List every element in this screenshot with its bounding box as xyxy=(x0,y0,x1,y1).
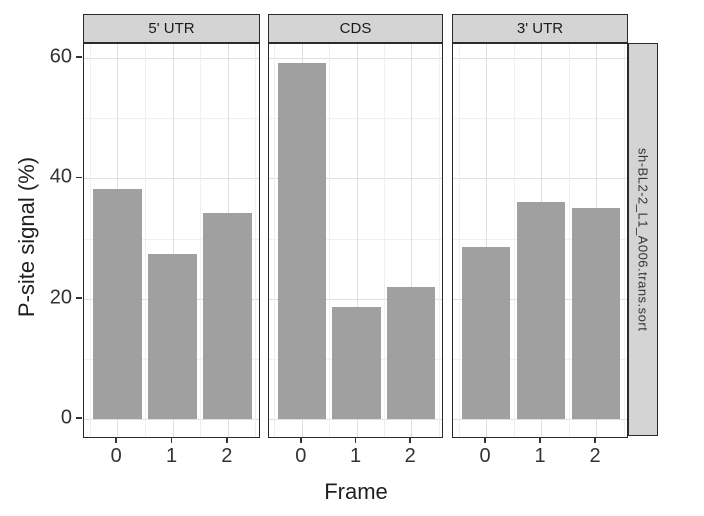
gridline-y-major xyxy=(269,178,442,180)
facet-strip: 5' UTR xyxy=(83,14,260,43)
gridline-y-minor xyxy=(269,118,442,120)
gridline-x-minor xyxy=(329,44,331,437)
gridline-x-minor xyxy=(568,44,570,437)
facet-strip-sample: sh-BL2-2_L1_A006.trans.sort xyxy=(628,43,658,436)
y-axis-tick xyxy=(76,176,82,179)
x-tick-label: 2 xyxy=(589,445,601,467)
gridline-x-major xyxy=(172,44,174,437)
x-axis-tick xyxy=(300,437,302,443)
y-tick-label: 60 xyxy=(49,45,72,68)
facet-strip-label: 5' UTR xyxy=(148,20,195,37)
x-tick-label: 1 xyxy=(534,445,546,467)
x-axis-tick xyxy=(409,437,411,443)
gridline-y-major xyxy=(269,58,442,60)
x-tick-label: 2 xyxy=(404,445,416,467)
y-tick-label: 20 xyxy=(49,286,72,309)
x-axis-tick xyxy=(170,437,173,443)
x-tick-label: 1 xyxy=(165,445,178,467)
bar xyxy=(277,62,327,420)
gridline-y-minor xyxy=(84,118,259,120)
gridline-x-major xyxy=(411,44,413,437)
bar xyxy=(92,189,142,420)
y-tick-label: 0 xyxy=(60,406,72,429)
gridline-x-minor xyxy=(274,44,276,437)
gridline-x-major xyxy=(356,44,358,437)
x-tick-label: 0 xyxy=(479,445,491,467)
gridline-y-major xyxy=(269,298,442,300)
y-tick-label: 40 xyxy=(49,165,72,188)
gridline-x-minor xyxy=(89,44,91,437)
gridline-x-minor xyxy=(513,44,515,437)
facet-panel xyxy=(83,43,260,438)
x-tick-label: 1 xyxy=(349,445,362,467)
gridline-y-major xyxy=(84,178,259,180)
gridline-y-major xyxy=(453,419,627,421)
bar xyxy=(203,212,253,420)
gridline-x-major xyxy=(486,44,487,437)
x-axis-tick xyxy=(594,437,596,443)
x-axis-tick xyxy=(539,437,541,443)
gridline-x-minor xyxy=(623,44,625,437)
bar xyxy=(386,287,436,420)
gridline-x-minor xyxy=(144,44,146,437)
x-axis-tick xyxy=(226,437,228,443)
x-tick-label: 0 xyxy=(295,445,307,467)
gridline-y-major xyxy=(269,419,442,421)
facet-strip-label: CDS xyxy=(339,20,372,37)
x-axis-tick xyxy=(354,437,357,443)
y-axis-tick xyxy=(76,297,82,299)
x-tick-label: 2 xyxy=(221,445,233,467)
gridline-x-minor xyxy=(255,44,257,437)
bar xyxy=(147,254,197,420)
gridline-y-minor xyxy=(84,238,259,240)
y-axis-tick xyxy=(76,417,82,419)
x-axis-tick xyxy=(484,437,486,443)
facet-strip-sample-label: sh-BL2-2_L1_A006.trans.sort xyxy=(635,147,651,332)
facet-strip: CDS xyxy=(268,14,443,43)
gridline-x-minor xyxy=(458,44,460,437)
gridline-y-major xyxy=(453,58,627,60)
x-axis-title: Frame xyxy=(324,479,388,504)
y-axis-tick xyxy=(76,56,82,58)
facet-panel xyxy=(452,43,628,438)
bar xyxy=(332,306,381,420)
gridline-y-minor xyxy=(269,238,442,240)
gridline-y-minor xyxy=(453,118,627,120)
x-axis-tick xyxy=(115,437,117,443)
facet-strip-label: 3' UTR xyxy=(516,20,564,37)
bar xyxy=(461,246,511,420)
facet-strip: 3' UTR xyxy=(452,14,628,43)
facet-panel xyxy=(268,43,443,438)
gridline-x-minor xyxy=(383,44,385,437)
gridline-y-major xyxy=(84,58,259,60)
bar xyxy=(571,207,621,420)
gridline-y-major xyxy=(453,178,627,180)
gridline-y-major xyxy=(84,419,259,421)
x-tick-label: 0 xyxy=(110,445,122,467)
bar xyxy=(516,202,566,420)
gridline-x-minor xyxy=(438,44,440,437)
gridline-x-minor xyxy=(200,44,202,437)
